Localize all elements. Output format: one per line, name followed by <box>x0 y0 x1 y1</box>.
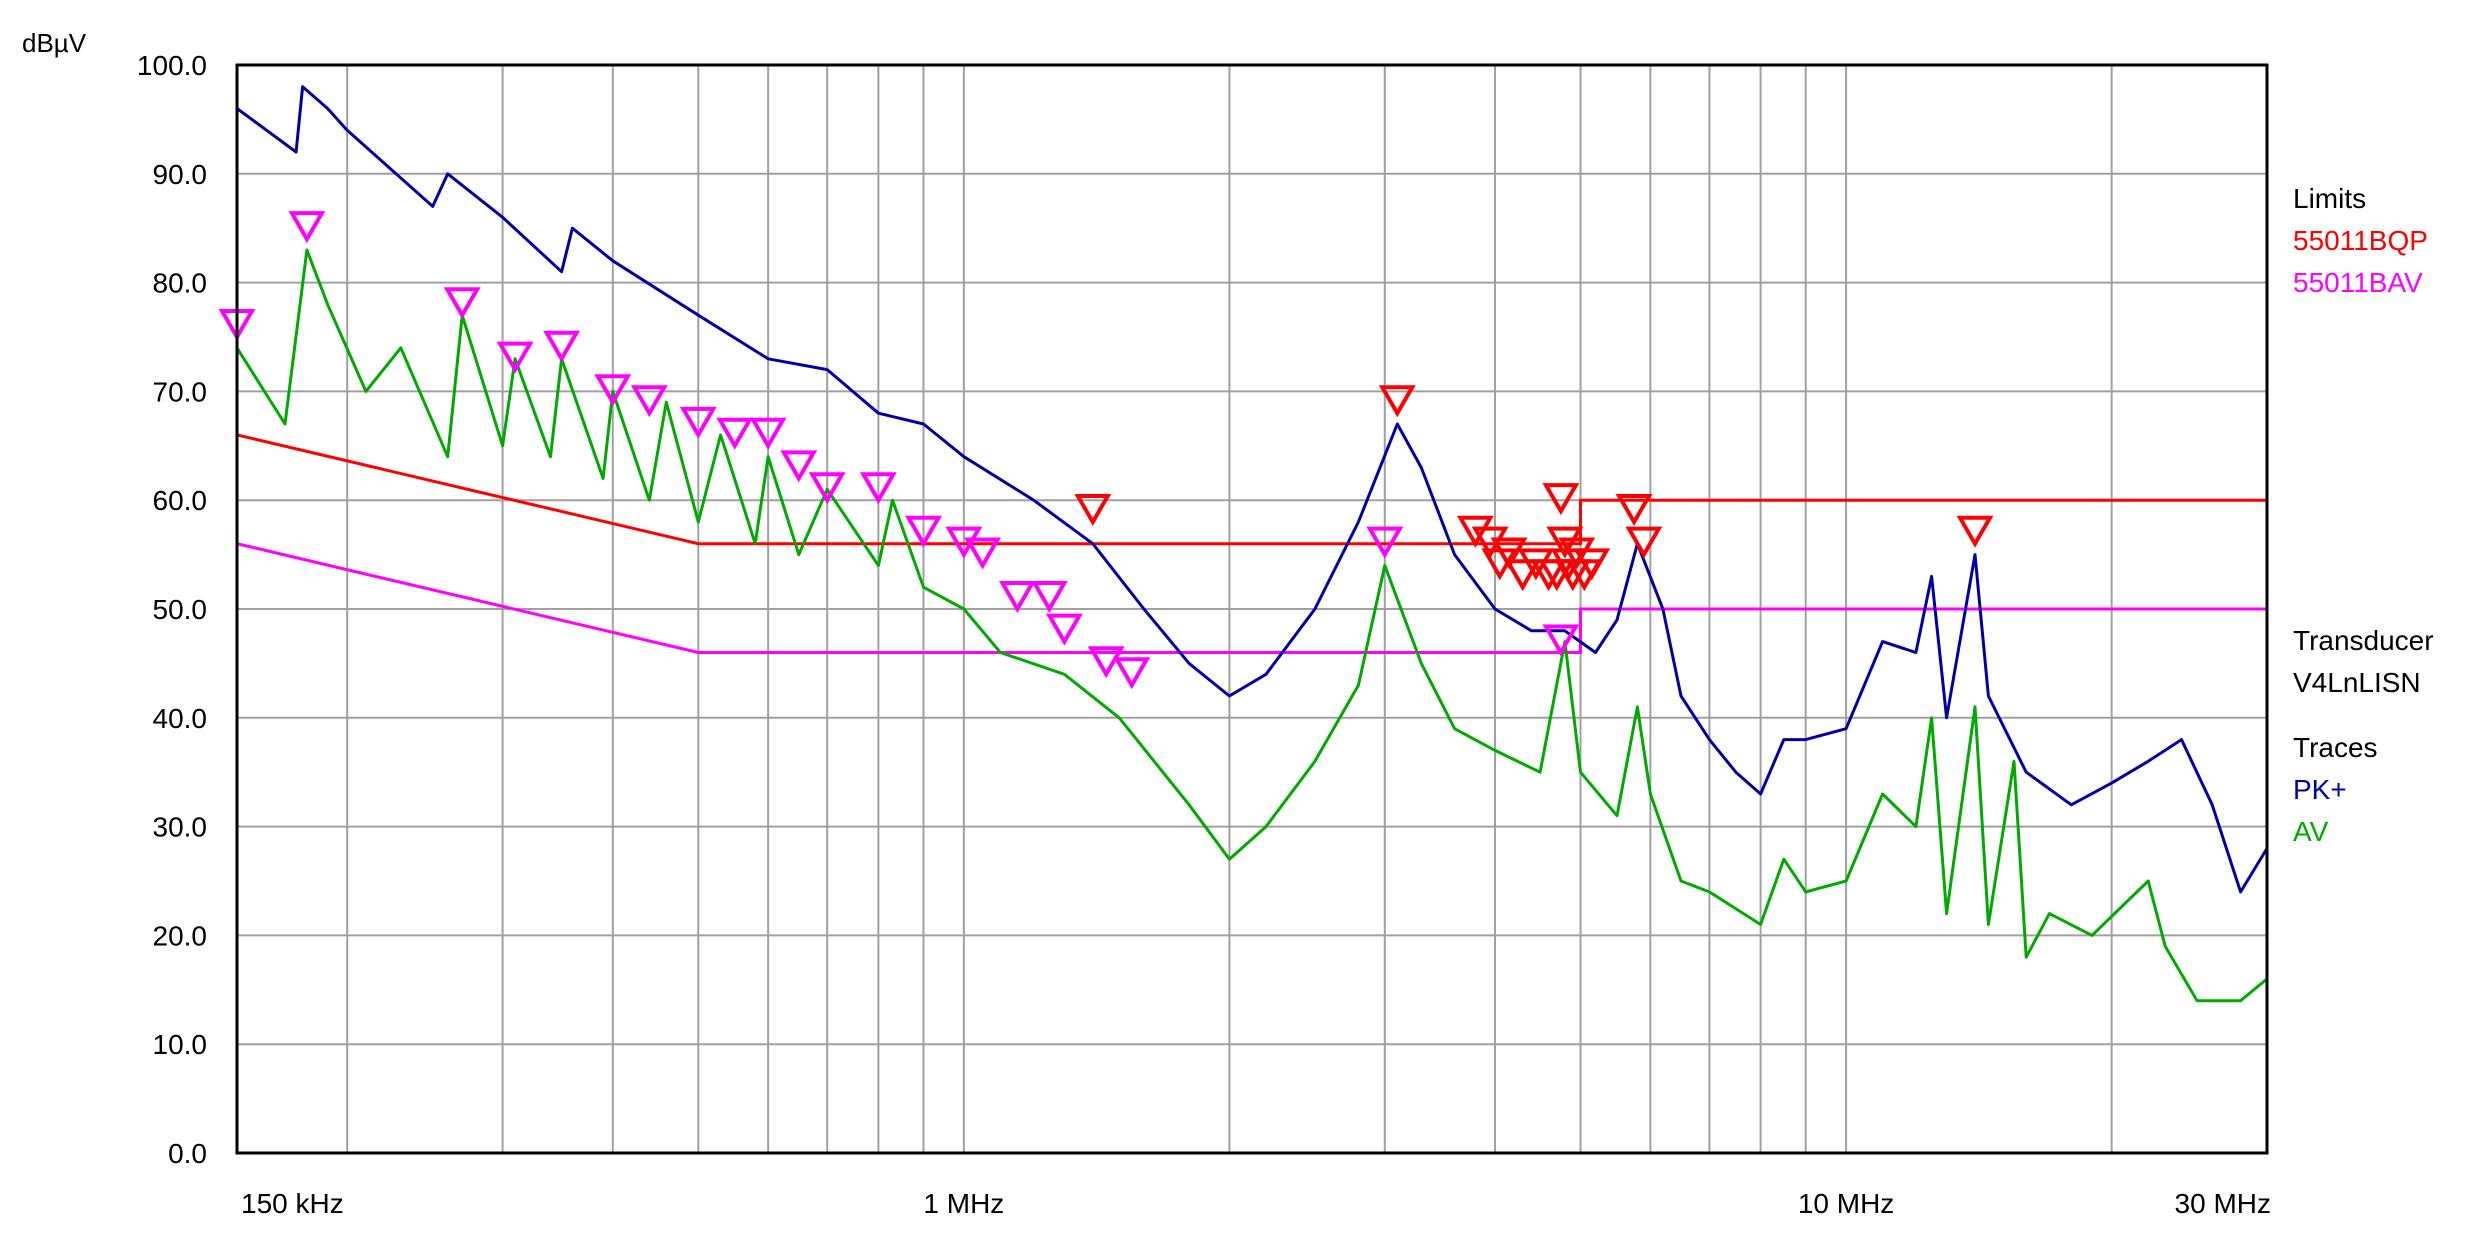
axes: 0.0 10.0 20.0 30.0 40.0 50.0 60.0 70.0 80.0 90.0 1… <box>137 50 2271 1219</box>
av-peak-marker <box>443 287 481 320</box>
legend: Limits 55011BQP 55011BAV Transducer V4Ln… <box>2293 183 2434 847</box>
y-tick-label: 30.0 <box>153 812 208 843</box>
qp-peak-marker <box>1074 494 1112 527</box>
y-axis-unit-label: dBµV <box>22 28 87 58</box>
x-tick-label: 10 MHz <box>1798 1188 1894 1219</box>
qp-peak-marker <box>1456 515 1494 548</box>
y-tick-label: 70.0 <box>153 376 208 407</box>
x-tick-label: 30 MHz <box>2175 1188 2271 1219</box>
qp-peak-marker <box>1956 515 1994 548</box>
av-peak-marker <box>1030 581 1068 614</box>
av-peak-marker <box>1113 657 1151 690</box>
legend-transducer-title: Transducer <box>2293 625 2434 656</box>
av-peak-marker <box>543 330 581 363</box>
y-tick-label: 50.0 <box>153 594 208 625</box>
av-peak-marker <box>945 526 983 559</box>
legend-trace-av: AV <box>2293 816 2329 847</box>
limit-lines <box>236 433 2267 654</box>
qp-peak-marker <box>1542 483 1580 516</box>
y-tick-label: 0.0 <box>168 1138 207 1169</box>
av-peak-marker <box>1542 624 1580 657</box>
qp-peak-marker <box>1573 548 1611 581</box>
legend-limit-av: 55011BAV <box>2293 267 2423 298</box>
limit-line-55011BAV <box>236 542 2267 654</box>
qp-peak-marker <box>1504 559 1542 592</box>
qp-peak-marker <box>1558 537 1596 570</box>
av-peak-marker <box>496 341 534 374</box>
av-peak-marker <box>808 472 846 505</box>
av-peak-marker <box>630 385 668 418</box>
trace-line-av <box>235 248 2268 1003</box>
legend-limits-title: Limits <box>2293 183 2366 214</box>
qp-peak-marker <box>1615 494 1653 527</box>
y-tick-label: 40.0 <box>153 703 208 734</box>
av-peak-marker <box>679 406 717 439</box>
av-peak-marker <box>716 417 754 450</box>
legend-limit-qp: 55011BQP <box>2293 225 2428 256</box>
qp-peak-marker <box>1378 385 1416 418</box>
av-peak-marker <box>964 537 1002 570</box>
legend-transducer-name: V4LnLISN <box>2293 667 2421 698</box>
trace-line-pk <box>236 85 2269 894</box>
av-peak-marker <box>780 450 818 483</box>
qp-peak-marker <box>1490 537 1528 570</box>
trace-lines <box>235 85 2269 1003</box>
av-peak-marker <box>998 581 1036 614</box>
y-tick-label: 100.0 <box>137 50 207 81</box>
y-tick-label: 20.0 <box>153 920 208 951</box>
x-tick-label: 1 MHz <box>923 1188 1004 1219</box>
plot-frame <box>235 63 2269 1155</box>
av-peak-marker <box>594 374 632 407</box>
av-peak-marker <box>749 417 787 450</box>
av-peak-marker <box>1366 526 1404 559</box>
legend-traces-title: Traces <box>2293 732 2378 763</box>
av-peak-marker <box>1045 613 1083 646</box>
qp-peak-marker <box>1546 526 1584 559</box>
av-peak-marker <box>859 472 897 505</box>
y-tick-label: 80.0 <box>153 268 208 299</box>
y-tick-label: 90.0 <box>153 159 208 190</box>
y-tick-label: 10.0 <box>153 1029 208 1060</box>
x-tick-label: 150 kHz <box>241 1188 344 1219</box>
qp-peak-marker <box>1625 526 1663 559</box>
legend-trace-pk: PK+ <box>2293 774 2347 805</box>
peak-markers <box>218 211 1994 690</box>
limit-line-55011BQP <box>236 433 2267 546</box>
y-tick-label: 60.0 <box>153 485 208 516</box>
av-peak-marker <box>288 211 326 244</box>
av-peak-marker <box>905 515 942 548</box>
qp-peak-marker <box>1471 526 1509 559</box>
av-peak-marker <box>1087 646 1125 679</box>
